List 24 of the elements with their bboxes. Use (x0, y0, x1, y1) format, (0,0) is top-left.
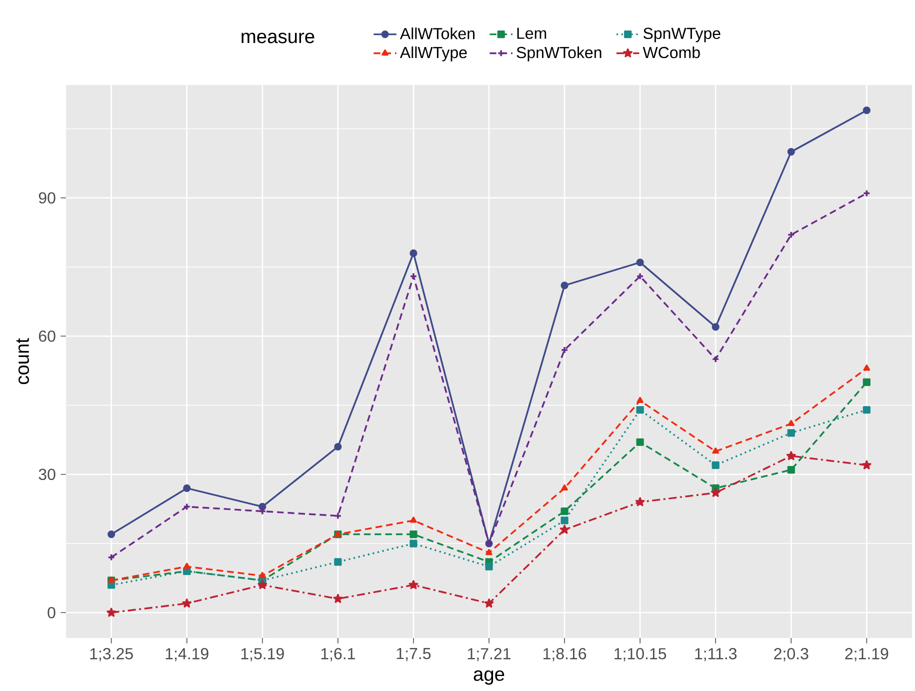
y-tick-label: 0 (48, 606, 56, 618)
y-axis-title: count (16, 338, 30, 384)
x-tick-label: 1;11.3 (695, 648, 737, 662)
legend-title: measure (242, 32, 314, 44)
legend-label: WComb (642, 46, 700, 58)
y-tick-label: 90 (38, 192, 56, 204)
x-tick-label: 1;5.19 (241, 648, 284, 662)
x-tick-label: 1;8.16 (544, 648, 586, 662)
legend-label: Lem (517, 28, 546, 39)
x-tick-label: 2;1.19 (845, 648, 888, 662)
y-tick-label: 30 (38, 468, 56, 480)
legend-label: SpnWToken (516, 46, 602, 62)
x-tick-label: 2;0.3 (774, 648, 808, 662)
x-axis-title: age (474, 670, 504, 685)
x-tick-label: 1;3.25 (90, 648, 133, 662)
legend-label: SpnWType (643, 28, 720, 42)
x-tick-label: 1;10.15 (614, 648, 666, 662)
y-tick-label: 60 (38, 330, 56, 342)
legend-label: AllWToken (400, 28, 474, 40)
x-tick-label: 1;7.5 (396, 648, 431, 662)
x-tick-label: 1;7.21 (468, 648, 510, 662)
x-tick-label: 1;4.19 (166, 648, 208, 662)
x-tick-label: 1;6.1 (321, 648, 355, 662)
legend-label: AllWType (400, 46, 467, 62)
